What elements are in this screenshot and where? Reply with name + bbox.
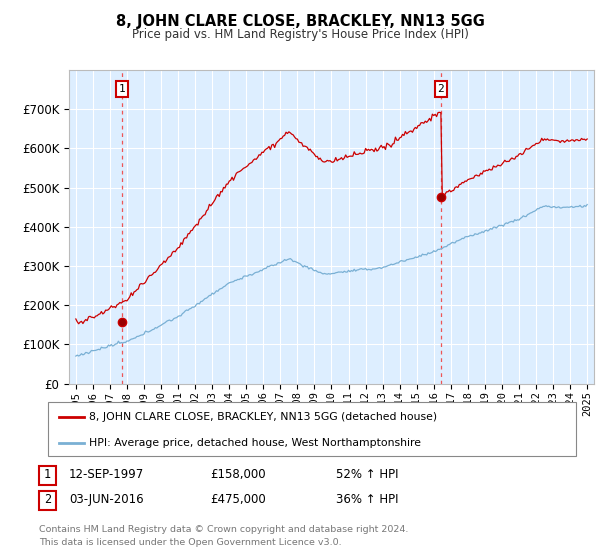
Text: 1: 1 bbox=[44, 468, 51, 482]
Text: 12-SEP-1997: 12-SEP-1997 bbox=[69, 468, 144, 482]
Text: Contains HM Land Registry data © Crown copyright and database right 2024.
This d: Contains HM Land Registry data © Crown c… bbox=[39, 525, 409, 547]
Text: £158,000: £158,000 bbox=[210, 468, 266, 482]
Text: 1: 1 bbox=[118, 84, 125, 94]
Text: 2: 2 bbox=[437, 84, 445, 94]
Text: 8, JOHN CLARE CLOSE, BRACKLEY, NN13 5GG (detached house): 8, JOHN CLARE CLOSE, BRACKLEY, NN13 5GG … bbox=[89, 412, 437, 422]
Text: 2: 2 bbox=[44, 493, 51, 506]
Text: 03-JUN-2016: 03-JUN-2016 bbox=[69, 493, 143, 506]
Text: 52% ↑ HPI: 52% ↑ HPI bbox=[336, 468, 398, 482]
Text: 36% ↑ HPI: 36% ↑ HPI bbox=[336, 493, 398, 506]
Text: £475,000: £475,000 bbox=[210, 493, 266, 506]
Text: 8, JOHN CLARE CLOSE, BRACKLEY, NN13 5GG: 8, JOHN CLARE CLOSE, BRACKLEY, NN13 5GG bbox=[116, 14, 484, 29]
Text: HPI: Average price, detached house, West Northamptonshire: HPI: Average price, detached house, West… bbox=[89, 438, 421, 447]
Text: Price paid vs. HM Land Registry's House Price Index (HPI): Price paid vs. HM Land Registry's House … bbox=[131, 28, 469, 41]
